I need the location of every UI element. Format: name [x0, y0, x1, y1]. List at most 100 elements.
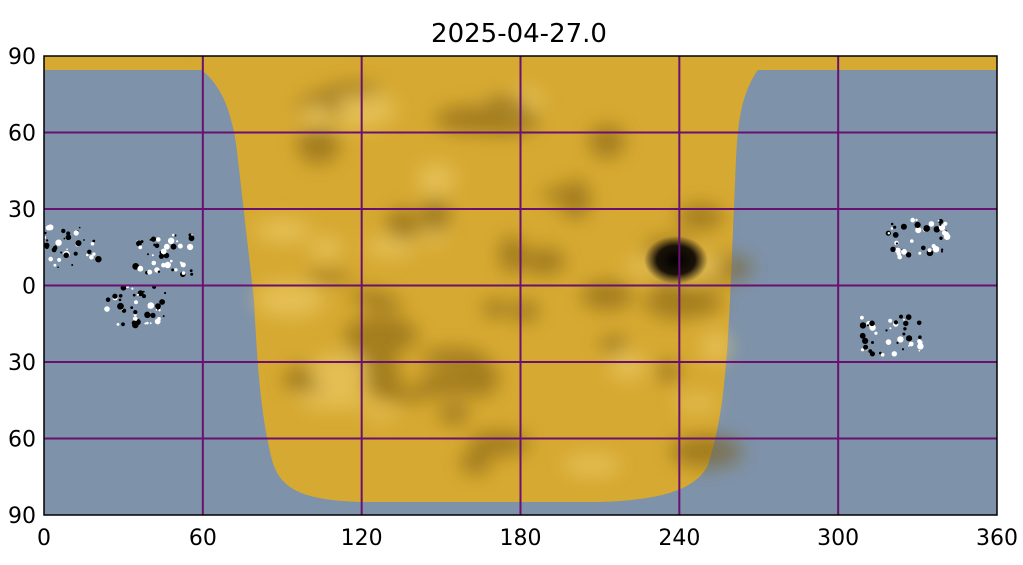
magnetic-speckle [147, 269, 153, 275]
active-region [885, 217, 951, 260]
magnetic-speckle [941, 250, 943, 253]
magnetic-speckle [121, 308, 127, 313]
magnetic-speckle [943, 221, 948, 226]
magnetic-speckle [945, 237, 948, 240]
magnetic-speckle [903, 320, 909, 327]
magnetic-speckle [54, 245, 57, 248]
magnetic-speckle [174, 268, 178, 272]
magnetic-speckle [66, 248, 68, 250]
magnetic-speckle [177, 243, 183, 249]
farside-texture-blob [309, 236, 343, 260]
active-region [38, 224, 102, 269]
magnetic-speckle [65, 234, 72, 241]
magnetic-speckle [879, 351, 882, 355]
magnetic-speckle [862, 337, 869, 344]
magnetic-speckle [890, 222, 894, 226]
active-region [104, 284, 167, 329]
magnetic-speckle [118, 294, 123, 298]
magnetic-speckle [137, 290, 144, 297]
farside-texture-blob [255, 218, 311, 243]
magnetic-speckle [901, 248, 907, 255]
farside-texture-blob [540, 187, 582, 202]
magnetic-speckle [910, 217, 915, 223]
magnetic-speckle [866, 324, 870, 327]
magnetic-speckle [860, 315, 864, 320]
x-tick-label: 60 [189, 526, 217, 551]
magnetic-speckle [172, 233, 175, 237]
magnetic-speckle [144, 311, 151, 318]
magnetic-speckle [917, 343, 924, 350]
magnetic-speckle [73, 251, 78, 256]
magnetic-speckle [92, 239, 96, 243]
magnetic-speckle [910, 239, 914, 243]
farside-texture-blob [581, 281, 633, 311]
magnetic-speckle [880, 353, 885, 357]
y-axis-ticks: 90 60 30 0 30 60 90 [8, 45, 36, 529]
magnetic-speckle [181, 271, 186, 275]
magnetic-speckle [132, 293, 136, 297]
magnetic-speckle [890, 246, 896, 252]
magnetic-speckle [63, 252, 69, 259]
magnetic-speckle [938, 219, 944, 224]
magnetic-speckle [162, 315, 165, 318]
magnetic-speckle [53, 263, 57, 267]
magnetic-speckle [874, 331, 878, 335]
magnetic-speckle [902, 332, 906, 336]
magnetic-speckle [38, 264, 43, 269]
magnetic-speckle [928, 221, 935, 227]
farside-texture-blob [305, 270, 351, 283]
farside-texture-blob [609, 351, 646, 381]
magnetic-speckle [164, 261, 171, 269]
magnetic-speckle [149, 238, 152, 241]
x-tick-label: 300 [817, 526, 859, 551]
y-tick-label: 30 [8, 198, 36, 223]
magnetic-speckle [916, 320, 922, 326]
magnetic-speckle [146, 321, 149, 325]
farside-texture-blob [484, 95, 529, 113]
magnetic-speckle [158, 253, 164, 259]
magnetic-speckle [134, 300, 138, 305]
x-tick-label: 240 [658, 526, 700, 551]
magnetic-speckle [39, 245, 43, 249]
magnetic-speckle [156, 237, 161, 242]
magnetic-speckle [46, 239, 49, 242]
magnetic-speckle [142, 294, 146, 299]
magnetic-speckle [903, 318, 905, 321]
farside-texture-blob [363, 359, 402, 398]
farside-texture-blob [670, 435, 742, 468]
farside-texture-blob [660, 303, 687, 321]
magnetic-speckle [167, 237, 175, 244]
farside-texture-blob [511, 299, 539, 323]
magnetic-speckle [905, 252, 912, 258]
magnetic-speckle [189, 269, 193, 272]
farside-texture-blob [311, 352, 367, 392]
magnetic-speckle [908, 341, 914, 347]
magnetic-speckle [137, 265, 144, 272]
magnetic-speckle [151, 260, 157, 266]
magnetic-speckle [136, 293, 139, 296]
magnetic-speckle [897, 336, 904, 343]
x-tick-label: 360 [976, 526, 1018, 551]
magnetic-speckle [48, 256, 53, 262]
farside-texture-blob [701, 331, 731, 363]
farside-texture-blob [599, 335, 629, 354]
farside-texture-blob [459, 450, 492, 475]
magnetic-speckle [918, 349, 921, 352]
farside-texture-blob [298, 389, 372, 410]
magnetic-speckle [151, 254, 154, 257]
magnetic-speckle [131, 287, 134, 290]
farside-texture-blob [656, 360, 680, 383]
magnetic-speckle [941, 230, 948, 236]
y-tick-label: 30 [8, 351, 36, 376]
farside-texture-blob [588, 124, 626, 159]
magnetic-speckle [891, 351, 897, 357]
magnetic-speckle [61, 228, 66, 234]
farside-texture-blob [673, 395, 719, 411]
farside-texture-blob [563, 454, 621, 476]
magnetic-speckle [95, 256, 102, 263]
y-tick-label: 90 [8, 504, 36, 529]
magnetic-speckle [78, 226, 81, 229]
magnetic-speckle [914, 221, 921, 228]
magnetic-speckle [939, 223, 942, 226]
magnetic-speckle [893, 225, 897, 229]
